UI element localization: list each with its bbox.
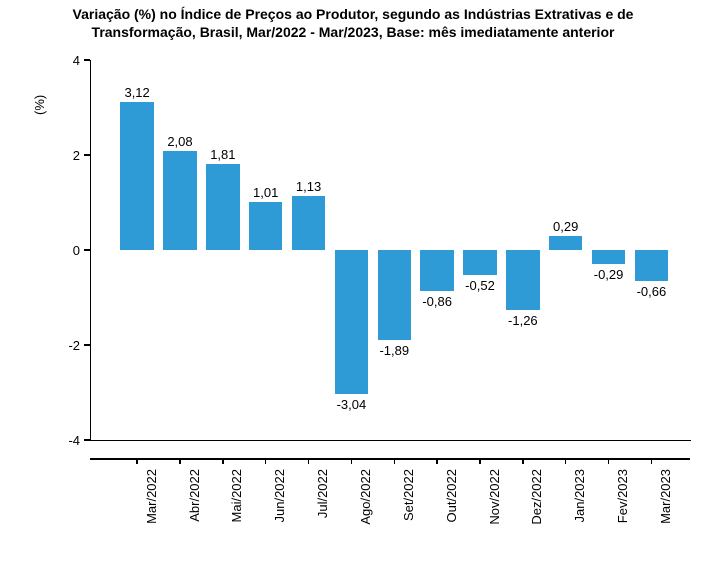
y-tick-mark: [84, 154, 90, 156]
bar-value-label: -0,52: [453, 278, 506, 293]
bar: [249, 202, 282, 250]
x-tick-mark: [608, 458, 610, 464]
bar: [463, 250, 496, 275]
x-tick-mark: [522, 458, 524, 464]
y-tick-mark: [84, 59, 90, 61]
bar: [335, 250, 368, 394]
chart-title-line1: Variação (%) no Índice de Preços ao Prod…: [0, 6, 706, 22]
bar-value-label: 1,81: [196, 147, 249, 162]
bar: [206, 164, 239, 250]
bar: [292, 196, 325, 250]
y-tick-label: -4: [46, 433, 80, 448]
y-tick-label: 2: [46, 148, 80, 163]
x-tick-mark: [136, 458, 138, 464]
x-tick-mark: [351, 458, 353, 464]
x-tick-mark: [436, 458, 438, 464]
x-tick-mark: [651, 458, 653, 464]
x-tick-label: Mar/2023: [658, 469, 673, 569]
x-tick-label: Fev/2023: [615, 469, 630, 569]
chart-container: Variação (%) no Índice de Preços ao Prod…: [0, 0, 706, 556]
y-tick-label: 4: [46, 53, 80, 68]
chart-title-line2: Transformação, Brasil, Mar/2022 - Mar/20…: [0, 24, 706, 40]
bar-value-label: -1,26: [496, 313, 549, 328]
x-tick-label: Dez/2022: [529, 469, 544, 569]
bar-value-label: -0,86: [410, 294, 463, 309]
bar-value-label: -0,66: [625, 284, 678, 299]
bar-value-label: 0,29: [539, 219, 592, 234]
bar: [506, 250, 539, 310]
x-tick-label: Jul/2022: [315, 469, 330, 569]
bar: [635, 250, 668, 281]
bar-value-label: -3,04: [325, 397, 378, 412]
x-tick-label: Nov/2022: [487, 469, 502, 569]
x-tick-label: Abr/2022: [187, 469, 202, 569]
x-tick-mark: [565, 458, 567, 464]
x-tick-mark: [308, 458, 310, 464]
x-tick-label: Set/2022: [401, 469, 416, 569]
x-tick-mark: [394, 458, 396, 464]
bar: [592, 250, 625, 264]
bar-value-label: -0,29: [582, 267, 635, 282]
bar: [120, 102, 153, 250]
y-tick-mark: [84, 439, 90, 441]
x-tick-mark: [265, 458, 267, 464]
x-tick-label: Jun/2022: [272, 469, 287, 569]
x-tick-mark: [179, 458, 181, 464]
y-tick-mark: [84, 344, 90, 346]
x-tick-label: Out/2022: [444, 469, 459, 569]
bar: [378, 250, 411, 340]
y-tick-label: 0: [46, 243, 80, 258]
bar: [420, 250, 453, 291]
x-tick-mark: [222, 458, 224, 464]
bar-value-label: 1,13: [282, 179, 335, 194]
y-tick-label: -2: [46, 338, 80, 353]
x-tick-label: Mar/2022: [144, 469, 159, 569]
bar: [163, 151, 196, 250]
x-tick-mark: [479, 458, 481, 464]
x-tick-label: Ago/2022: [358, 469, 373, 569]
y-tick-mark: [84, 249, 90, 251]
x-tick-label: Jan/2023: [572, 469, 587, 569]
bar: [549, 236, 582, 250]
y-axis-label: (%): [32, 95, 47, 115]
x-tick-label: Mai/2022: [229, 469, 244, 569]
bar-value-label: 3,12: [110, 85, 163, 100]
bar-value-label: -1,89: [368, 343, 421, 358]
